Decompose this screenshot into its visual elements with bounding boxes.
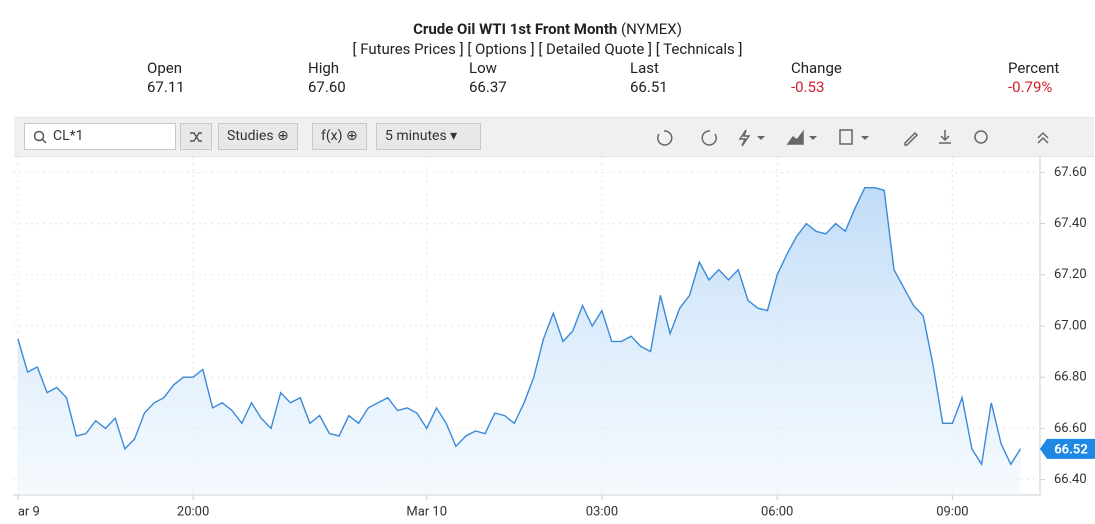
exchange: (NYMEX) xyxy=(621,20,682,38)
stat: Percent -0.79% xyxy=(1008,59,1059,97)
fx: f(x) xyxy=(321,128,343,144)
last-price-label: 66.52 xyxy=(1054,442,1088,457)
pencil-icon[interactable] xyxy=(904,131,919,146)
title: Crude Oil WTI 1st Front Month xyxy=(413,20,618,38)
price-line xyxy=(17,187,1022,467)
symbol: CL*1 xyxy=(53,128,84,144)
stat-label: Low xyxy=(469,59,497,77)
layout-icon[interactable] xyxy=(839,129,853,145)
download-icon[interactable] xyxy=(939,130,951,144)
interval: 5 minutes xyxy=(385,128,447,144)
stat-value: 67.60 xyxy=(308,78,346,96)
search-icon xyxy=(33,130,47,144)
x-tick-label: 09:00 xyxy=(936,504,968,519)
redo-icon[interactable] xyxy=(701,130,717,146)
stat: Change -0.53 xyxy=(791,59,842,97)
x-tick-label: 06:00 xyxy=(761,504,793,519)
stat: Open 67.11 xyxy=(147,59,185,97)
y-tick-label: 67.00 xyxy=(1054,318,1087,333)
stat-label: Percent xyxy=(1008,59,1060,77)
stat-label: High xyxy=(308,59,340,77)
header-links: [ Futures Prices ] [ Options ] [ Detaile… xyxy=(0,40,1095,58)
fx-button[interactable]: f(x) ⊕ xyxy=(312,123,367,150)
stat-value: 67.11 xyxy=(147,78,185,96)
stat: High 67.60 xyxy=(308,59,346,97)
y-tick-label: 66.80 xyxy=(1054,370,1087,385)
x-tick-label: Mar 10 xyxy=(406,504,447,519)
shuffle-icon xyxy=(190,132,202,142)
undo-icon[interactable] xyxy=(657,130,673,146)
header-title: Crude Oil WTI 1st Front Month (NYMEX) xyxy=(0,20,1095,38)
y-tick-label: 66.60 xyxy=(1054,421,1087,436)
stat: Last 66.51 xyxy=(630,59,668,97)
x-tick-label: 20:00 xyxy=(177,504,209,519)
stat-value: -0.53 xyxy=(791,78,825,96)
collapse-icon[interactable] xyxy=(1037,131,1049,144)
symbol-input[interactable]: CL*1 xyxy=(24,123,176,150)
chart: 66.40 66.60 66.80 67.00 67.20 67.40 67.60 ar 9 2… xyxy=(13,157,1095,519)
stat-label: Open xyxy=(147,59,182,77)
toolbar: CL*1 Studies ⊕ f(x) ⊕ 5 minutes ▾ xyxy=(14,117,1094,157)
stat-value: 66.51 xyxy=(630,78,668,96)
last-price-badge xyxy=(1040,438,1095,459)
studies: Studies xyxy=(227,128,274,144)
draw-icon[interactable] xyxy=(738,129,751,147)
studies-button[interactable]: Studies ⊕ xyxy=(218,123,298,150)
stat-value: 66.37 xyxy=(469,78,507,96)
stat-value: -0.79% xyxy=(1008,78,1053,96)
link[interactable]: [ Options ] xyxy=(467,40,535,58)
link[interactable]: [ Technicals ] xyxy=(655,40,743,58)
stat: Low 66.37 xyxy=(469,59,507,97)
y-tick-label: 67.60 xyxy=(1054,165,1087,180)
chart-type-icon[interactable] xyxy=(786,129,804,145)
area xyxy=(17,187,1021,495)
settings-icon[interactable] xyxy=(974,130,988,144)
x-tick-label: 03:00 xyxy=(586,504,618,519)
stat-label: Change xyxy=(791,59,842,77)
link[interactable]: [ Detailed Quote ] xyxy=(538,40,653,58)
interval-button[interactable]: 5 minutes ▾ xyxy=(376,123,481,150)
stat-label: Last xyxy=(630,59,659,77)
y-tick-label: 66.40 xyxy=(1054,472,1087,487)
compare-button[interactable] xyxy=(180,123,212,150)
y-tick-label: 67.40 xyxy=(1054,216,1087,231)
toolbar-icons xyxy=(657,129,1074,147)
x-tick-label: ar 9 xyxy=(18,504,40,519)
y-tick-label: 67.20 xyxy=(1054,267,1087,282)
link[interactable]: [ Futures Prices ] xyxy=(352,40,464,58)
